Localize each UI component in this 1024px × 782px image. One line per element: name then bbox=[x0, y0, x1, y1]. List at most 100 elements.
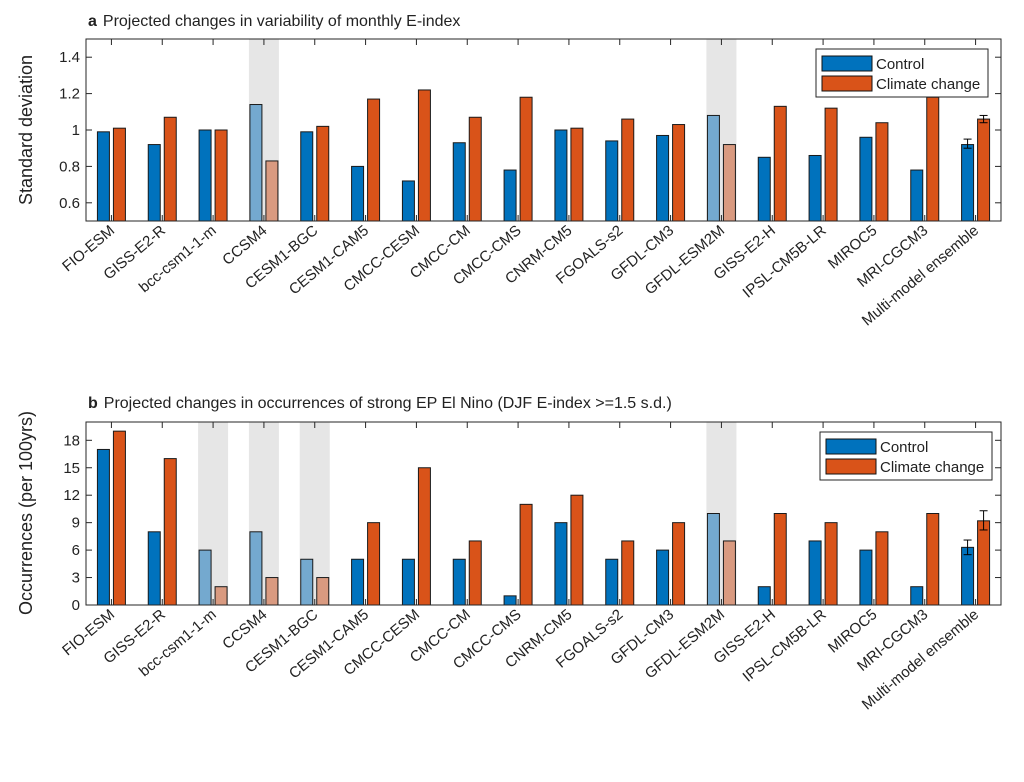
ytick-label: 1.4 bbox=[59, 49, 80, 66]
bar-control-fio-esm bbox=[96, 448, 110, 606]
y-ticks: 0 3 6 9 12 15 18 bbox=[63, 432, 1001, 614]
bar-control-gfdl-cm3 bbox=[656, 134, 670, 222]
bar-climate-change-gfdl-cm3 bbox=[672, 124, 686, 222]
bar-control-cmcc-cesm bbox=[401, 180, 415, 222]
bar-climate-change-cmcc-cm bbox=[468, 540, 482, 606]
bar-climate-change-cmcc-cesm bbox=[417, 467, 431, 606]
bar-control-bcc-csm1-1-m bbox=[198, 549, 212, 606]
panel-a-letter: a bbox=[88, 13, 97, 30]
bar-climate-change-cesm1-cam5 bbox=[367, 98, 381, 222]
error-bar-control bbox=[963, 138, 972, 149]
bar-climate-change-multi-model-ensemble bbox=[977, 520, 991, 606]
bar-control-fio-esm bbox=[96, 131, 110, 222]
error-bar-climate-change bbox=[979, 114, 988, 124]
bar-control-fgoals-s2 bbox=[605, 140, 619, 222]
bar-control-gfdl-cm3 bbox=[656, 549, 670, 606]
bar-control-bcc-csm1-1-m bbox=[198, 129, 212, 222]
bar-climate-change-bcc-csm1-1-m bbox=[214, 129, 228, 222]
legend-swatch-climate-change bbox=[821, 75, 873, 92]
bar-climate-change-gfdl-cm3 bbox=[672, 522, 686, 606]
bar-control-ccsm4 bbox=[249, 104, 263, 222]
bar-control-cesm1-cam5 bbox=[351, 558, 365, 606]
legend-label-climate-change: Climate change bbox=[876, 76, 980, 93]
bar-climate-change-ccsm4 bbox=[265, 160, 279, 222]
bar-climate-change-multi-model-ensemble bbox=[977, 118, 991, 222]
bar-control-ccsm4 bbox=[249, 531, 263, 606]
bar-control-cmcc-cesm bbox=[401, 558, 415, 606]
bar-climate-change-cesm1-bgc bbox=[316, 125, 330, 222]
ytick-label: 1.2 bbox=[59, 86, 80, 103]
panel-a-title: a Projected changes in variability of mon… bbox=[88, 13, 460, 30]
bar-control-multi-model-ensemble bbox=[961, 546, 975, 606]
bar-control-giss-e2-h bbox=[757, 586, 771, 606]
error-bar-control bbox=[963, 539, 972, 556]
bar-climate-change-gfdl-esm2m bbox=[722, 540, 736, 606]
legend: Control Climate change bbox=[815, 48, 989, 98]
ytick-label: 0.6 bbox=[59, 195, 80, 212]
y-ticks: 0.6 0.8 1 1.2 1.4 bbox=[59, 49, 1001, 212]
ytick-label: 18 bbox=[63, 432, 80, 449]
bar-control-cesm1-bgc bbox=[300, 558, 314, 606]
legend: Control Climate change bbox=[819, 431, 993, 481]
bar-climate-change-giss-e2-h bbox=[773, 513, 787, 606]
bar-control-miroc5 bbox=[859, 136, 873, 222]
bar-control-fgoals-s2 bbox=[605, 558, 619, 606]
panel-a: a Projected changes in variability of mon… bbox=[16, 13, 1002, 329]
bar-climate-change-cnrm-cm5 bbox=[570, 127, 584, 222]
bar-control-mri-cgcm3 bbox=[910, 586, 924, 606]
panel-b-letter: b bbox=[88, 395, 98, 412]
bar-climate-change-giss-e2-r bbox=[163, 116, 177, 222]
bar-control-cesm1-cam5 bbox=[351, 165, 365, 222]
bar-climate-change-fio-esm bbox=[112, 430, 126, 606]
bar-control-cmcc-cms bbox=[503, 169, 517, 222]
bar-climate-change-cesm1-cam5 bbox=[367, 522, 381, 606]
bar-climate-change-cmcc-cms bbox=[519, 503, 533, 606]
ytick-label: 6 bbox=[72, 542, 80, 559]
panel-b: b Projected changes in occurrences of str… bbox=[16, 395, 1002, 713]
bar-climate-change-bcc-csm1-1-m bbox=[214, 586, 228, 606]
bar-climate-change-fio-esm bbox=[112, 127, 126, 222]
bar-control-miroc5 bbox=[859, 549, 873, 606]
bar-climate-change-giss-e2-h bbox=[773, 105, 787, 222]
ytick-label: 9 bbox=[72, 515, 80, 532]
bar-control-cmcc-cms bbox=[503, 595, 517, 606]
legend-swatch-control bbox=[821, 55, 873, 72]
bar-control-giss-e2-r bbox=[147, 531, 161, 606]
bar-climate-change-fgoals-s2 bbox=[621, 540, 635, 606]
bar-climate-change-mri-cgcm3 bbox=[926, 513, 940, 606]
bar-control-gfdl-esm2m bbox=[706, 114, 720, 222]
bar-control-cnrm-cm5 bbox=[554, 522, 568, 606]
bar-climate-change-cmcc-cms bbox=[519, 96, 533, 222]
bar-climate-change-miroc5 bbox=[875, 531, 889, 606]
bar-climate-change-fgoals-s2 bbox=[621, 118, 635, 222]
panel-b-title-text: Projected changes in occurrences of stro… bbox=[104, 395, 672, 412]
bar-control-cmcc-cm bbox=[452, 558, 466, 606]
bar-climate-change-mri-cgcm3 bbox=[926, 96, 940, 222]
bar-climate-change-ipsl-cm5b-lr bbox=[824, 107, 838, 222]
bar-climate-change-giss-e2-r bbox=[163, 458, 177, 606]
error-bars bbox=[963, 114, 988, 149]
panel-a-title-text: Projected changes in variability of mont… bbox=[103, 13, 461, 30]
ytick-label: 15 bbox=[63, 460, 80, 477]
bar-control-ipsl-cm5b-lr bbox=[808, 540, 822, 606]
panel-a-ylabel: Standard deviation bbox=[16, 55, 36, 205]
bar-climate-change-cnrm-cm5 bbox=[570, 494, 584, 606]
bar-control-mri-cgcm3 bbox=[910, 169, 924, 222]
panel-b-ylabel: Occurrences (per 100yrs) bbox=[16, 411, 36, 615]
ytick-label: 12 bbox=[63, 487, 80, 504]
bar-climate-change-ipsl-cm5b-lr bbox=[824, 522, 838, 606]
highlight-bands bbox=[198, 422, 737, 605]
bar-control-ipsl-cm5b-lr bbox=[808, 154, 822, 222]
bar-control-cmcc-cm bbox=[452, 142, 466, 222]
bar-control-giss-e2-r bbox=[147, 144, 161, 222]
ytick-label: 0.8 bbox=[59, 158, 80, 175]
ytick-label: 3 bbox=[72, 570, 80, 587]
error-bar-climate-change bbox=[979, 510, 988, 531]
legend-label-control: Control bbox=[880, 439, 928, 456]
legend-label-control: Control bbox=[876, 56, 924, 73]
bar-control-giss-e2-h bbox=[757, 156, 771, 222]
legend-swatch-control bbox=[825, 438, 877, 455]
legend-label-climate-change: Climate change bbox=[880, 459, 984, 476]
panel-b-axes-box bbox=[85, 421, 1002, 606]
